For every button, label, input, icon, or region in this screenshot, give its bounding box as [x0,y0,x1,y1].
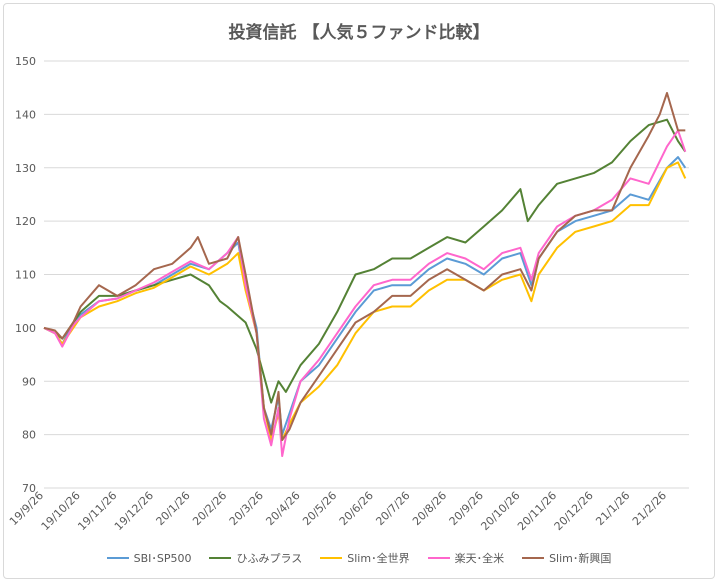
legend-label: Slim･新興国 [549,552,612,565]
x-tick-label: 20/6/26 [337,489,376,528]
series-line-1 [43,118,687,404]
x-tick-label: 20/4/26 [263,489,302,528]
x-tick-label: 20/1/26 [154,489,193,528]
y-tick-label: 150 [15,55,36,68]
legend-label: 楽天･全米 [454,552,505,565]
series-line-4 [43,92,686,441]
legend-label: ひふみプラス [236,552,303,565]
x-tick-label: 20/5/26 [300,489,339,528]
chart-frame: 投資信託 【人気５ファンド比較】 70 80 90 100 110 120 130 140 15… [3,3,715,579]
legend-item: 楽天･全米 [427,550,505,566]
chart-legend: SBI･SP500 ひふみプラス Slim･全世界 楽天･全米 Slim･新興国 [4,550,714,566]
x-tick-label: 20/10/26 [478,489,522,533]
line-chart: 70809010011012013014015019/9/2619/10/261… [7,55,689,533]
x-tick-label: 20/8/26 [410,489,449,528]
legend-item: Slim･全世界 [320,550,410,566]
y-tick-label: 100 [15,322,36,335]
x-tick-label: 21/1/26 [593,489,632,528]
x-tick-label: 20/7/26 [373,489,412,528]
legend-swatch [427,557,450,559]
legend-label: SBI･SP500 [133,552,192,565]
legend-swatch [209,557,232,559]
x-tick-label: 20/11/26 [515,489,559,533]
y-tick-label: 110 [15,269,36,282]
chart-title: 投資信託 【人気５ファンド比較】 [228,23,490,43]
x-tick-label: 20/2/26 [190,489,229,528]
legend-swatch [106,557,129,559]
x-tick-label: 19/12/26 [112,489,156,533]
x-tick-label: 20/3/26 [227,489,266,528]
legend-item: SBI･SP500 [106,550,192,566]
series-line-3 [43,129,687,457]
legend-item: Slim･新興国 [522,550,611,566]
legend-label: Slim･全世界 [347,552,410,565]
x-tick-label: 20/12/26 [552,489,596,533]
y-tick-label: 90 [22,375,36,388]
legend-item: ひふみプラス [209,550,302,566]
y-tick-label: 120 [15,215,36,228]
y-tick-label: 80 [22,429,36,442]
x-tick-label: 19/10/26 [39,489,83,533]
series-line-2 [43,161,687,441]
legend-swatch [320,557,343,559]
legend-swatch [522,557,545,559]
x-tick-label: 21/2/26 [630,489,669,528]
x-tick-label: 19/11/26 [75,489,119,533]
y-tick-label: 140 [15,108,36,121]
y-tick-label: 130 [15,162,36,175]
y-tick-label: 70 [22,482,36,495]
